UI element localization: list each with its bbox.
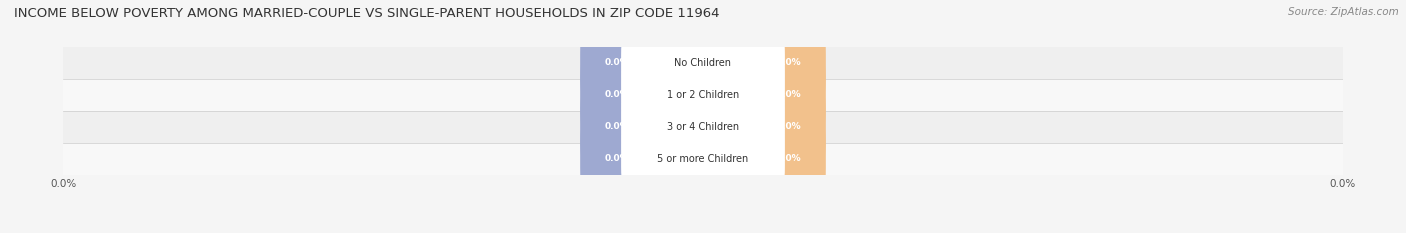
Text: 0.0%: 0.0% [778, 122, 801, 131]
Bar [63, 111, 1343, 143]
Text: 0.0%: 0.0% [778, 154, 801, 163]
FancyBboxPatch shape [696, 111, 825, 206]
Text: 1 or 2 Children: 1 or 2 Children [666, 90, 740, 100]
FancyBboxPatch shape [696, 79, 825, 175]
FancyBboxPatch shape [581, 111, 710, 206]
Text: INCOME BELOW POVERTY AMONG MARRIED-COUPLE VS SINGLE-PARENT HOUSEHOLDS IN ZIP COD: INCOME BELOW POVERTY AMONG MARRIED-COUPL… [14, 7, 720, 20]
Bar [63, 47, 1343, 79]
Text: 0.0%: 0.0% [605, 90, 628, 99]
Bar [63, 79, 1343, 111]
Text: 3 or 4 Children: 3 or 4 Children [666, 122, 740, 132]
Text: 0.0%: 0.0% [605, 154, 628, 163]
FancyBboxPatch shape [581, 47, 710, 142]
Text: 5 or more Children: 5 or more Children [658, 154, 748, 164]
Text: Source: ZipAtlas.com: Source: ZipAtlas.com [1288, 7, 1399, 17]
FancyBboxPatch shape [621, 29, 785, 96]
Text: 0.0%: 0.0% [778, 90, 801, 99]
Text: 0.0%: 0.0% [605, 58, 628, 67]
Bar [63, 143, 1343, 175]
FancyBboxPatch shape [696, 15, 825, 110]
FancyBboxPatch shape [621, 125, 785, 192]
FancyBboxPatch shape [581, 79, 710, 175]
FancyBboxPatch shape [621, 61, 785, 128]
FancyBboxPatch shape [581, 15, 710, 110]
FancyBboxPatch shape [696, 47, 825, 142]
Text: 0.0%: 0.0% [605, 122, 628, 131]
Text: No Children: No Children [675, 58, 731, 68]
Text: 0.0%: 0.0% [778, 58, 801, 67]
FancyBboxPatch shape [621, 93, 785, 160]
